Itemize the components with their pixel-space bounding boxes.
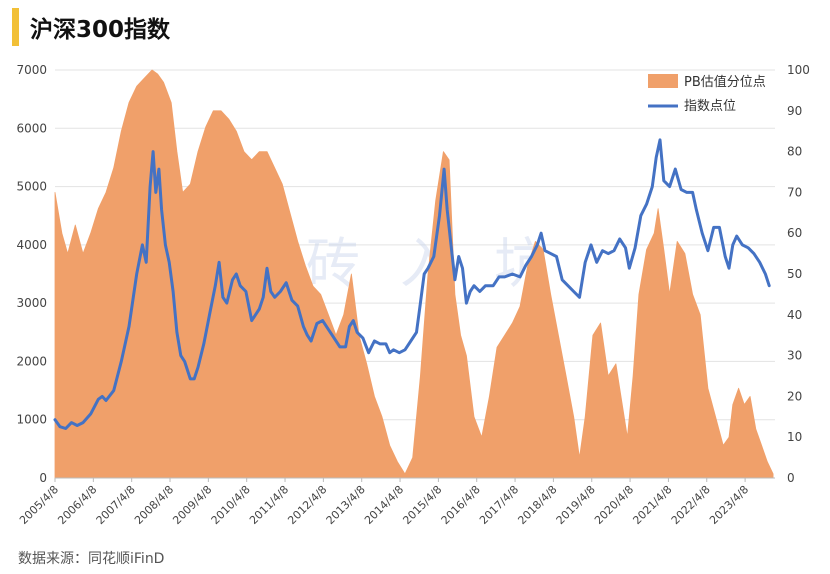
x-tick-label: 2018/4/8 [515, 483, 559, 527]
x-tick-label: 2017/4/8 [477, 483, 521, 527]
plot-area [53, 69, 774, 479]
index-level-line [53, 138, 771, 430]
x-tick-label: 2013/4/8 [324, 483, 368, 527]
y-left-tick-label: 2000 [16, 354, 47, 368]
x-tick-label: 2012/4/8 [285, 483, 329, 527]
title-accent-bar [12, 8, 19, 46]
x-tick-label: 2015/4/8 [400, 483, 444, 527]
pb-percentile-area [54, 69, 774, 479]
x-tick-label: 2023/4/8 [707, 483, 751, 527]
y-left-tick-label: 7000 [16, 63, 47, 77]
y-right-tick-label: 70 [787, 185, 802, 199]
y-left-tick-label: 5000 [16, 180, 47, 194]
x-tick-label: 2005/4/8 [17, 483, 61, 527]
y-right-tick-label: 30 [787, 349, 802, 363]
y-right-tick-label: 20 [787, 389, 802, 403]
x-tick-label: 2011/4/8 [247, 483, 291, 527]
x-tick-label: 2022/4/8 [669, 483, 713, 527]
legend-swatch-pb [648, 74, 678, 88]
y-left-tick-label: 4000 [16, 238, 47, 252]
x-tick-label: 2021/4/8 [630, 483, 674, 527]
y-right-tick-label: 0 [787, 471, 795, 485]
legend-label-index: 指数点位 [684, 99, 736, 114]
y-left-tick-label: 6000 [16, 121, 47, 135]
y-left-tick-label: 1000 [16, 413, 47, 427]
y-right-tick-label: 10 [787, 430, 802, 444]
x-tick-label: 2009/4/8 [170, 483, 214, 527]
y-left-tick-label: 3000 [16, 296, 47, 310]
x-tick-label: 2014/4/8 [362, 483, 406, 527]
y-right-tick-label: 60 [787, 226, 802, 240]
data-source-note: 数据来源：同花顺iFinD [18, 551, 165, 567]
y-right-tick-label: 80 [787, 145, 802, 159]
x-tick-label: 2007/4/8 [94, 483, 138, 527]
y-right-tick-label: 100 [787, 63, 810, 77]
x-tick-label: 2008/4/8 [132, 483, 176, 527]
y-right-tick-label: 90 [787, 104, 802, 118]
x-tick-label: 2006/4/8 [55, 483, 99, 527]
y-right-tick-label: 50 [787, 267, 802, 281]
x-tick-label: 2016/4/8 [439, 483, 483, 527]
y-left-tick-label: 0 [39, 471, 47, 485]
x-tick-label: 2020/4/8 [592, 483, 636, 527]
x-tick-label: 2019/4/8 [554, 483, 598, 527]
y-right-tick-label: 40 [787, 308, 802, 322]
chart-title: 沪深300指数 [30, 17, 171, 43]
legend-label-pb: PB估值分位点 [684, 74, 766, 90]
x-tick-label: 2010/4/8 [209, 483, 253, 527]
